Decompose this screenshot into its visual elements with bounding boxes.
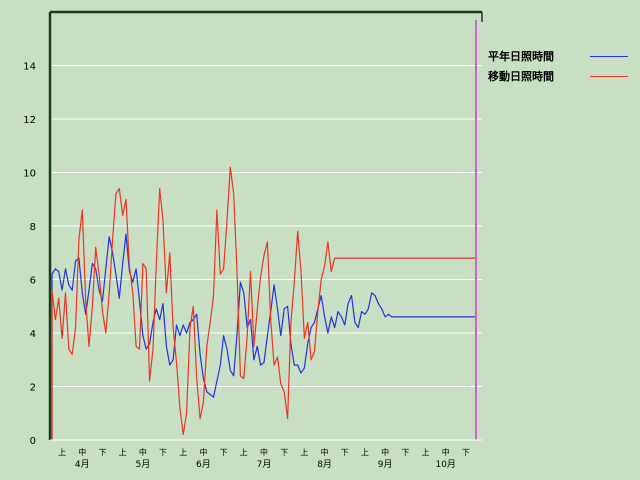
x-month-label: 6月 [196,459,211,470]
y-tick-label: 2 [30,383,36,394]
legend-item-moving: 移動日照時間 [488,66,628,86]
legend-item-normal: 平年日照時間 [488,46,628,66]
y-gridlines [50,65,482,441]
x-subtick-label: 中 [78,447,86,457]
series-line-0 [51,233,476,440]
x-month-label: 9月 [378,459,393,470]
x-subtick-label: 下 [462,448,470,457]
y-tick-label: 12 [23,115,36,126]
legend-swatch-moving [590,75,628,77]
x-subtick-label: 上 [361,448,369,457]
x-subtick-label: 上 [422,448,430,457]
x-month-label: 8月 [317,459,332,470]
x-subtick-label: 下 [98,448,106,457]
x-month-label: 7月 [257,459,272,470]
x-subtick-label: 下 [280,448,288,457]
x-subtick-label: 上 [240,448,248,457]
series-line-1 [51,166,476,440]
x-month-label: 5月 [135,459,150,470]
y-tick-labels: 0 2 4 6 8 10 12 14 [23,62,36,448]
y-tick-label: 4 [30,329,36,340]
x-subtick-label: 中 [139,447,147,457]
x-subtick-label: 下 [220,448,228,457]
legend: 平年日照時間 移動日照時間 [488,46,628,86]
x-subtick-label: 中 [381,447,389,457]
y-tick-label: 0 [30,436,36,447]
x-subtick-label: 上 [179,448,187,457]
plot-frame [48,10,483,441]
x-subtick-label: 下 [401,448,409,457]
y-tick-label: 14 [23,62,36,73]
x-subtick-label: 中 [321,447,329,457]
x-tick-labels: 上 中 下 上 中 下 上 中 下 上 中 下 上 中 下 上 中 下 上 中 下 4月 5月 6月 7月 8月 9月 10月 [58,447,470,470]
x-month-label: 4月 [75,459,90,470]
x-subtick-label: 中 [442,447,450,457]
legend-label-normal: 平年日照時間 [488,50,554,63]
y-tick-label: 8 [30,222,36,233]
y-tick-label: 6 [30,276,36,287]
x-subtick-label: 中 [199,447,207,457]
x-subtick-label: 上 [300,448,308,457]
x-subtick-label: 上 [58,448,66,457]
x-month-label: 10月 [435,459,455,470]
y-tick-label: 10 [23,169,36,180]
x-subtick-label: 上 [119,448,127,457]
x-subtick-label: 下 [159,448,167,457]
x-subtick-label: 下 [341,448,349,457]
legend-swatch-normal [590,55,628,57]
legend-label-moving: 移動日照時間 [488,70,554,83]
x-subtick-label: 中 [260,447,268,457]
series-lines [51,166,476,440]
